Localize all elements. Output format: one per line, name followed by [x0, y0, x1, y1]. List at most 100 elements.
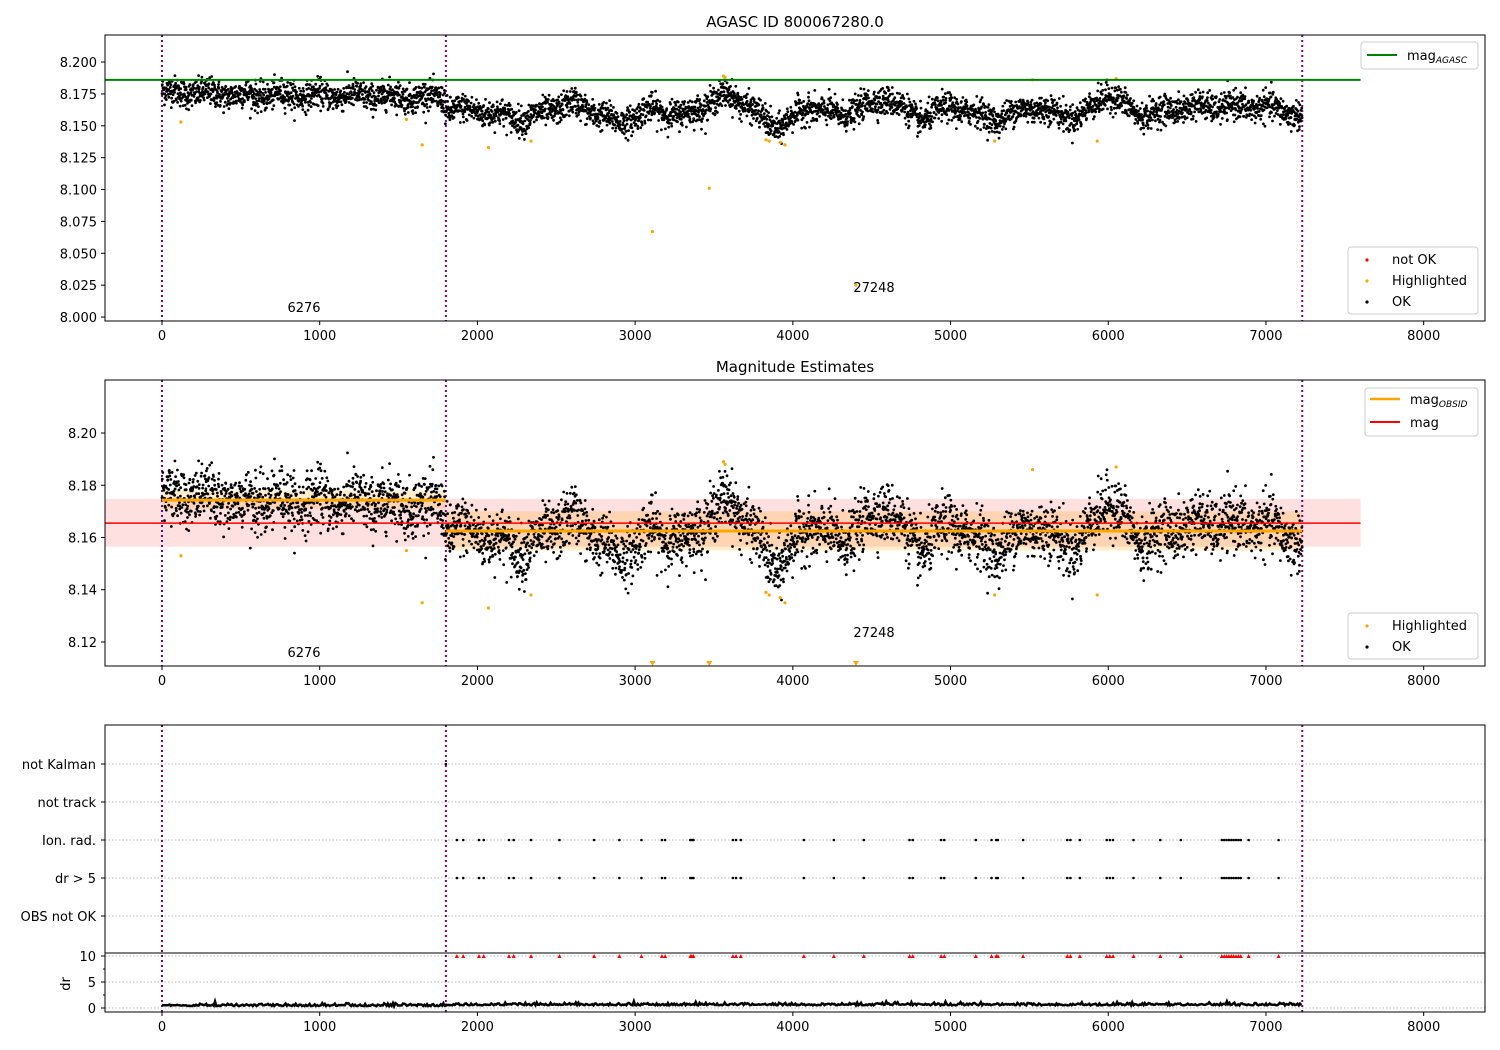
ok-point [210, 509, 213, 513]
ok-point [186, 96, 190, 100]
ok-point [1084, 97, 1087, 101]
ok-point [777, 119, 781, 123]
ok-point [287, 99, 290, 103]
ok-point [998, 124, 1002, 128]
ok-point [283, 106, 287, 110]
ok-point [182, 82, 186, 86]
ok-point [674, 103, 678, 107]
ok-point [191, 83, 195, 87]
ok-point [393, 104, 397, 108]
ok-point [761, 106, 765, 110]
ok-point [222, 105, 226, 108]
ok-point [246, 470, 250, 474]
ok-point [915, 107, 919, 110]
ok-point [246, 98, 250, 102]
ok-point [1258, 96, 1262, 100]
ok-point [871, 110, 875, 114]
ok-point [488, 101, 491, 105]
ok-point [493, 131, 497, 135]
ok-point [605, 101, 608, 105]
ok-point [829, 96, 833, 100]
ok-point [895, 91, 899, 95]
ok-point [579, 94, 583, 98]
ok-point [740, 120, 743, 123]
ok-point [625, 122, 629, 126]
ok-point [476, 105, 480, 108]
ok-point [643, 121, 647, 125]
ok-point [217, 485, 221, 489]
ok-point [423, 104, 427, 108]
ok-point [1273, 114, 1276, 118]
ok-point [976, 126, 979, 130]
ok-point [1068, 116, 1071, 120]
ok-point [720, 104, 724, 108]
ok-point [1289, 130, 1293, 133]
ok-point [1281, 99, 1285, 103]
ok-point [313, 93, 317, 97]
ok-point [1181, 111, 1184, 115]
ok-point [1077, 118, 1081, 121]
ok-point [437, 86, 441, 90]
ok-point [944, 101, 947, 105]
ok-point [961, 96, 965, 99]
ok-point [997, 136, 1001, 140]
ok-point [196, 96, 200, 100]
ok-point [1039, 120, 1042, 124]
ok-point [374, 104, 378, 107]
ok-point [1168, 106, 1172, 110]
y-tick-label: 8.14 [68, 584, 97, 599]
ok-point [1099, 103, 1103, 107]
ok-point [430, 89, 433, 93]
ok-point [1156, 128, 1160, 132]
ok-point [481, 119, 485, 123]
ok-point [752, 98, 756, 101]
ok-point [505, 133, 509, 137]
ok-point [318, 87, 321, 90]
ok-point [205, 467, 209, 470]
ok-point [223, 494, 227, 498]
ok-point [568, 90, 572, 93]
ok-point [1141, 123, 1145, 127]
ok-point [492, 116, 496, 120]
ok-point [805, 121, 809, 124]
ok-point [444, 113, 447, 117]
ok-point [299, 93, 303, 97]
ok-point [929, 126, 933, 130]
ok-point [758, 120, 762, 124]
ok-point [621, 121, 625, 125]
ok-point [1096, 89, 1100, 93]
ok-points [160, 70, 1304, 146]
ok-point [618, 123, 622, 127]
ok-point [265, 102, 269, 105]
ok-point [866, 109, 870, 113]
ok-point [1229, 94, 1232, 98]
ok-point [605, 123, 609, 127]
ok-point [759, 98, 762, 102]
ok-point [956, 102, 960, 106]
ok-point [1299, 119, 1303, 123]
ok-point [173, 487, 177, 491]
ok-point [1259, 114, 1263, 118]
ok-point [622, 119, 626, 122]
ok-point [608, 121, 612, 125]
ok-point [661, 108, 665, 112]
ok-point [1219, 110, 1223, 113]
ok-point [241, 97, 244, 101]
ok-point [1178, 116, 1181, 119]
ok-point [319, 109, 323, 113]
ok-point [965, 104, 969, 108]
ok-point [765, 117, 769, 121]
ok-point [178, 104, 182, 108]
ok-point [696, 106, 700, 110]
ok-point [1298, 103, 1302, 107]
ok-point [987, 103, 991, 106]
ok-point [601, 106, 605, 110]
ok-point [390, 103, 393, 107]
ok-point [254, 468, 257, 472]
ok-point [602, 101, 606, 104]
ok-point [217, 472, 221, 475]
title-mag-estimates: Magnitude Estimates [716, 358, 874, 376]
ok-point [233, 95, 237, 99]
ok-point [324, 86, 328, 89]
ok-point [657, 119, 660, 122]
